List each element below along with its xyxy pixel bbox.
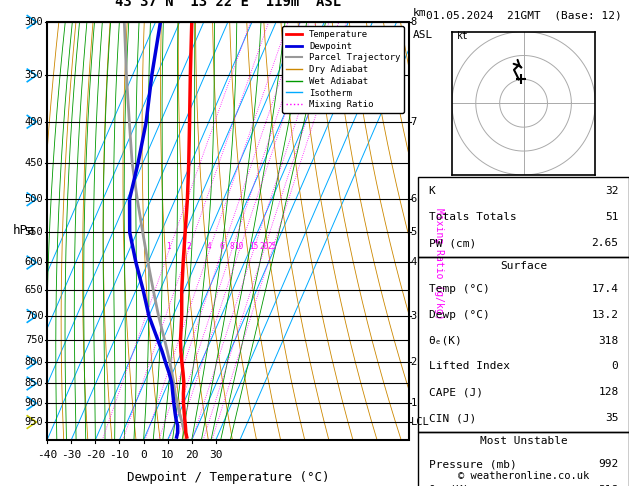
Text: 51: 51 bbox=[605, 212, 618, 222]
Text: 30: 30 bbox=[209, 450, 223, 460]
Text: 4: 4 bbox=[411, 258, 417, 267]
Text: 2: 2 bbox=[411, 357, 417, 367]
Text: θₑ (K): θₑ (K) bbox=[429, 485, 469, 486]
Text: 600: 600 bbox=[25, 258, 43, 267]
Text: 1: 1 bbox=[411, 398, 417, 408]
Text: 850: 850 bbox=[25, 379, 43, 388]
Text: 6: 6 bbox=[220, 242, 225, 251]
Text: Temp (°C): Temp (°C) bbox=[429, 284, 489, 294]
Text: 15: 15 bbox=[248, 242, 258, 251]
Text: 450: 450 bbox=[25, 157, 43, 168]
Bar bbox=[418, 432, 629, 486]
Text: 900: 900 bbox=[25, 398, 43, 408]
Bar bbox=[47, 22, 409, 440]
Bar bbox=[418, 257, 629, 432]
Text: 5: 5 bbox=[411, 227, 417, 237]
Text: 128: 128 bbox=[598, 387, 618, 397]
Text: 20: 20 bbox=[185, 450, 199, 460]
Text: 992: 992 bbox=[598, 459, 618, 469]
Text: LCL: LCL bbox=[411, 417, 429, 427]
Bar bbox=[418, 177, 629, 257]
Text: 2.65: 2.65 bbox=[591, 238, 618, 248]
Text: Lifted Index: Lifted Index bbox=[429, 362, 509, 371]
Text: 650: 650 bbox=[25, 285, 43, 295]
Text: Most Unstable: Most Unstable bbox=[480, 436, 567, 446]
Text: K: K bbox=[429, 187, 435, 196]
Text: CAPE (J): CAPE (J) bbox=[429, 387, 482, 397]
Text: km: km bbox=[413, 8, 426, 17]
Text: Dewpoint / Temperature (°C): Dewpoint / Temperature (°C) bbox=[126, 471, 329, 484]
Text: 13.2: 13.2 bbox=[591, 310, 618, 320]
Text: © weatheronline.co.uk: © weatheronline.co.uk bbox=[458, 471, 589, 481]
Legend: Temperature, Dewpoint, Parcel Trajectory, Dry Adiabat, Wet Adiabat, Isotherm, Mi: Temperature, Dewpoint, Parcel Trajectory… bbox=[282, 26, 404, 113]
Text: kt: kt bbox=[457, 31, 469, 41]
Text: 6: 6 bbox=[411, 194, 417, 204]
Text: 318: 318 bbox=[598, 485, 618, 486]
Text: 7: 7 bbox=[411, 117, 417, 127]
Text: Pressure (mb): Pressure (mb) bbox=[429, 459, 516, 469]
Text: -40: -40 bbox=[37, 450, 57, 460]
Text: 1: 1 bbox=[167, 242, 171, 251]
Text: 8: 8 bbox=[411, 17, 417, 27]
Text: 10: 10 bbox=[235, 242, 244, 251]
Text: 500: 500 bbox=[25, 194, 43, 204]
Text: 400: 400 bbox=[25, 117, 43, 127]
Text: θₑ(K): θₑ(K) bbox=[429, 336, 462, 346]
Text: 700: 700 bbox=[25, 311, 43, 321]
Text: 750: 750 bbox=[25, 335, 43, 345]
Text: 0: 0 bbox=[140, 450, 147, 460]
Text: Totals Totals: Totals Totals bbox=[429, 212, 516, 222]
Text: Mixing Ratio (g/kg): Mixing Ratio (g/kg) bbox=[434, 208, 444, 320]
Text: CIN (J): CIN (J) bbox=[429, 413, 476, 423]
Text: Dewp (°C): Dewp (°C) bbox=[429, 310, 489, 320]
Text: 20: 20 bbox=[259, 242, 269, 251]
Text: 300: 300 bbox=[25, 17, 43, 27]
Text: 17.4: 17.4 bbox=[591, 284, 618, 294]
Text: 318: 318 bbox=[598, 336, 618, 346]
Text: 32: 32 bbox=[605, 187, 618, 196]
Text: 10: 10 bbox=[161, 450, 174, 460]
Text: ASL: ASL bbox=[413, 30, 433, 40]
Text: 550: 550 bbox=[25, 227, 43, 237]
Text: 8: 8 bbox=[230, 242, 234, 251]
Text: 43°37'N  13°22'E  119m  ASL: 43°37'N 13°22'E 119m ASL bbox=[115, 0, 341, 9]
Text: 01.05.2024  21GMT  (Base: 12): 01.05.2024 21GMT (Base: 12) bbox=[426, 11, 621, 21]
Text: 25: 25 bbox=[267, 242, 277, 251]
Text: hPa: hPa bbox=[13, 225, 35, 237]
Text: -10: -10 bbox=[109, 450, 130, 460]
Text: PW (cm): PW (cm) bbox=[429, 238, 476, 248]
Text: 800: 800 bbox=[25, 357, 43, 367]
Text: 950: 950 bbox=[25, 417, 43, 427]
Text: 3: 3 bbox=[411, 311, 417, 321]
Text: 2: 2 bbox=[186, 242, 191, 251]
Text: -20: -20 bbox=[86, 450, 106, 460]
Text: -30: -30 bbox=[61, 450, 81, 460]
Text: 35: 35 bbox=[605, 413, 618, 423]
Text: Surface: Surface bbox=[500, 261, 547, 271]
Text: 4: 4 bbox=[207, 242, 211, 251]
Text: 350: 350 bbox=[25, 70, 43, 80]
Text: 0: 0 bbox=[612, 362, 618, 371]
